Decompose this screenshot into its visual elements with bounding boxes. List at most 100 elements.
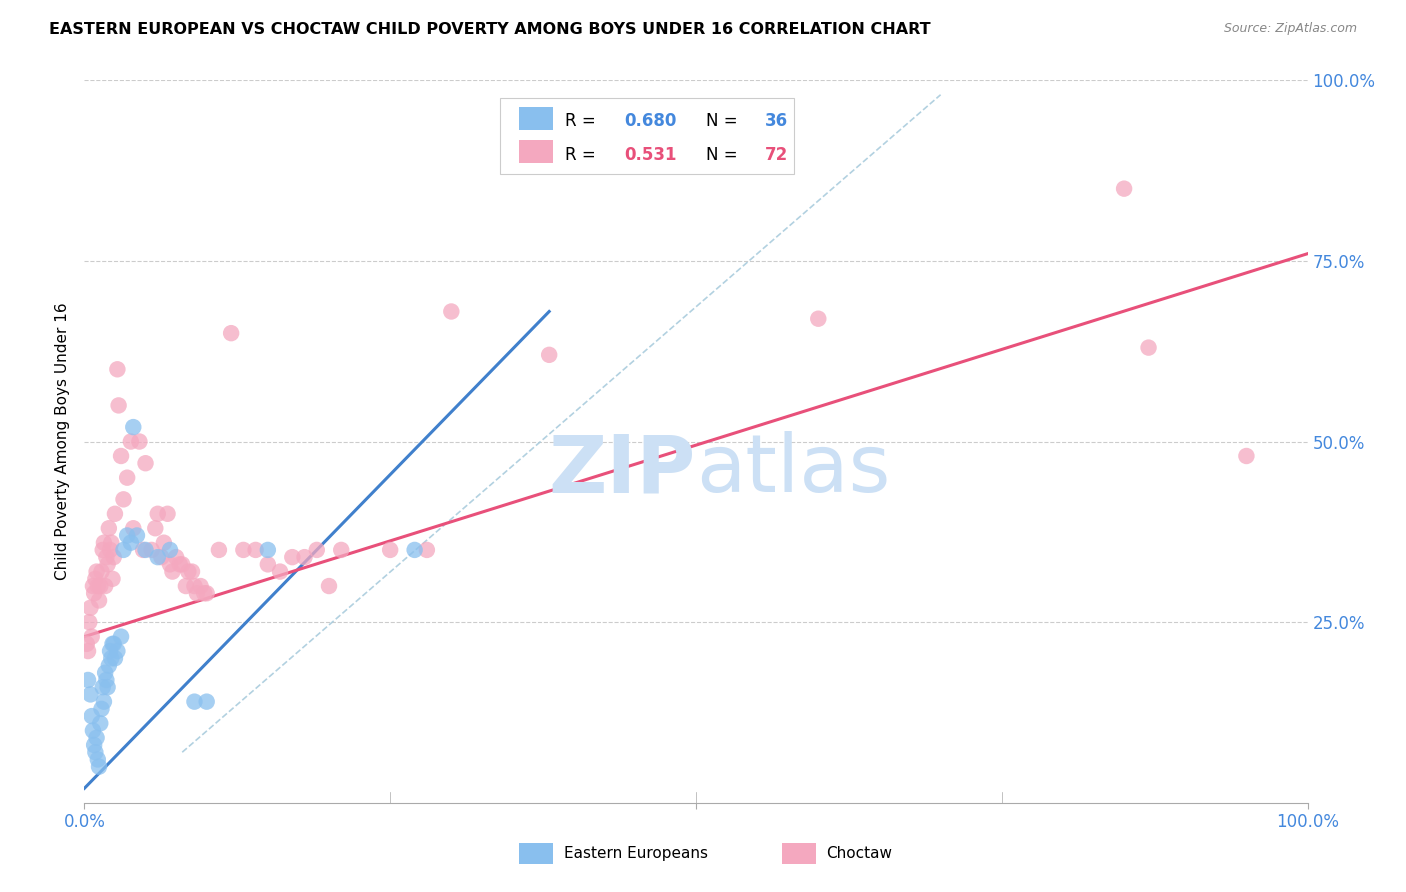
Point — [146, 550, 169, 565]
Point — [80, 630, 103, 644]
Point — [83, 586, 105, 600]
Point — [101, 637, 124, 651]
Point — [110, 449, 132, 463]
Point — [91, 542, 114, 557]
Point — [105, 362, 128, 376]
Point — [100, 535, 122, 549]
Point — [245, 542, 267, 557]
Point — [103, 637, 125, 651]
Point — [1114, 182, 1136, 196]
Point — [135, 456, 157, 470]
Point — [232, 542, 254, 557]
Point — [94, 665, 117, 680]
Text: 36: 36 — [765, 112, 787, 130]
FancyBboxPatch shape — [519, 107, 553, 130]
Point — [112, 492, 135, 507]
Text: N =: N = — [706, 112, 742, 130]
Point — [281, 550, 304, 565]
Point — [84, 745, 107, 759]
Point — [105, 644, 128, 658]
FancyBboxPatch shape — [501, 98, 794, 174]
Point — [91, 680, 114, 694]
Point — [76, 637, 98, 651]
Point — [257, 558, 280, 572]
Point — [1137, 341, 1160, 355]
Point — [97, 521, 120, 535]
Point — [90, 565, 112, 579]
Point — [330, 542, 353, 557]
Point — [90, 702, 112, 716]
Point — [87, 579, 110, 593]
Point — [807, 311, 830, 326]
Point — [156, 507, 179, 521]
Point — [153, 535, 176, 549]
Text: Source: ZipAtlas.com: Source: ZipAtlas.com — [1223, 22, 1357, 36]
Text: R =: R = — [565, 112, 602, 130]
Point — [380, 542, 402, 557]
Point — [440, 304, 463, 318]
Point — [94, 579, 117, 593]
Point — [97, 680, 120, 694]
Point — [165, 550, 187, 565]
Point — [87, 593, 110, 607]
Point — [186, 586, 208, 600]
Text: 72: 72 — [765, 145, 787, 164]
Point — [294, 550, 316, 565]
Point — [162, 565, 184, 579]
Text: N =: N = — [706, 145, 742, 164]
Point — [143, 521, 166, 535]
Point — [159, 542, 181, 557]
Point — [135, 542, 157, 557]
Point — [82, 579, 104, 593]
Point — [103, 550, 125, 565]
Point — [93, 695, 115, 709]
Point — [86, 565, 108, 579]
Point — [115, 470, 138, 484]
Point — [87, 752, 110, 766]
Point — [80, 709, 103, 723]
Point — [89, 579, 111, 593]
Text: 0.531: 0.531 — [624, 145, 676, 164]
Point — [177, 565, 200, 579]
Point — [208, 542, 231, 557]
Point — [1236, 449, 1258, 463]
Text: ZIP: ZIP — [548, 432, 696, 509]
Point — [110, 630, 132, 644]
Text: Eastern Europeans: Eastern Europeans — [564, 846, 707, 861]
Point — [122, 420, 145, 434]
Point — [101, 572, 124, 586]
Point — [257, 542, 280, 557]
Point — [269, 565, 291, 579]
Point — [172, 558, 194, 572]
Point — [104, 651, 127, 665]
Point — [120, 535, 142, 549]
Point — [146, 507, 169, 521]
Point — [82, 723, 104, 738]
Point — [538, 348, 561, 362]
Text: R =: R = — [565, 145, 602, 164]
Point — [150, 550, 173, 565]
Point — [169, 558, 191, 572]
Point — [219, 326, 242, 340]
Text: EASTERN EUROPEAN VS CHOCTAW CHILD POVERTY AMONG BOYS UNDER 16 CORRELATION CHART: EASTERN EUROPEAN VS CHOCTAW CHILD POVERT… — [49, 22, 931, 37]
Point — [120, 434, 142, 449]
Point — [97, 558, 120, 572]
Point — [174, 579, 197, 593]
Text: 0.680: 0.680 — [624, 112, 676, 130]
FancyBboxPatch shape — [519, 843, 553, 864]
Point — [112, 542, 135, 557]
Point — [98, 644, 121, 658]
Point — [96, 550, 118, 565]
Point — [77, 615, 100, 630]
Point — [404, 542, 426, 557]
Point — [77, 673, 100, 687]
Point — [193, 586, 215, 600]
Point — [183, 579, 205, 593]
Text: atlas: atlas — [696, 432, 890, 509]
FancyBboxPatch shape — [782, 843, 815, 864]
Point — [97, 658, 120, 673]
Point — [195, 695, 218, 709]
Point — [100, 651, 122, 665]
Point — [79, 687, 101, 701]
Point — [96, 673, 118, 687]
